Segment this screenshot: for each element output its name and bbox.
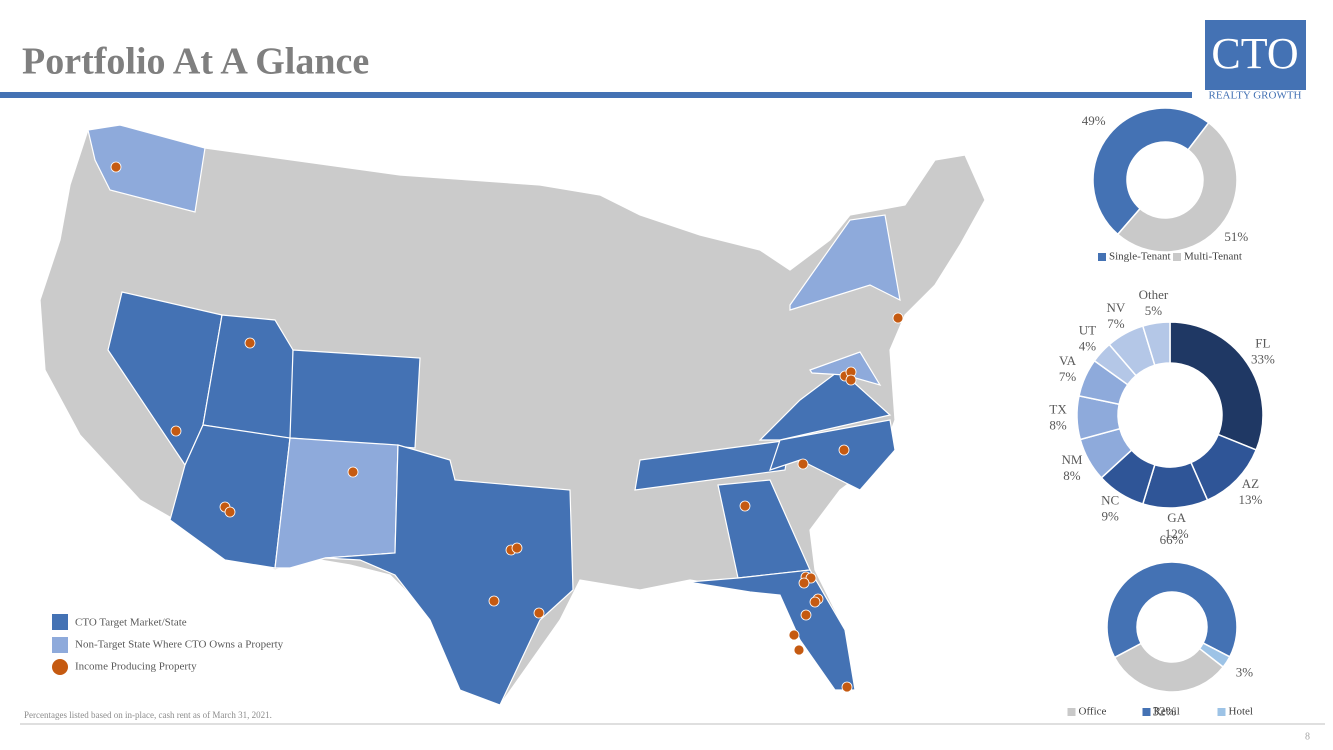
legend-swatch xyxy=(52,614,68,630)
segment-label: 33% xyxy=(1251,351,1275,366)
page-number: 8 xyxy=(1305,731,1310,742)
property-marker xyxy=(845,374,857,386)
segment-label: 5% xyxy=(1145,303,1163,318)
logo-tagline: REALTY GROWTH xyxy=(1209,90,1302,102)
segment-category: Other xyxy=(1139,287,1169,302)
property-marker xyxy=(841,681,853,693)
segment-category: UT xyxy=(1079,322,1096,337)
donut-segment xyxy=(1106,561,1238,659)
property-marker xyxy=(244,337,256,349)
segment-category: NV xyxy=(1107,300,1126,315)
logo-box xyxy=(1205,20,1306,90)
legend-swatch xyxy=(1142,708,1151,716)
segment-label: 13% xyxy=(1238,492,1262,507)
segment-category: NC xyxy=(1101,493,1119,508)
footnote: Percentages listed based on in-place, ca… xyxy=(24,710,272,720)
donut-segment xyxy=(1113,642,1225,693)
us-map xyxy=(39,124,986,706)
legend-label: Multi-Tenant xyxy=(1184,251,1242,263)
segment-label: 9% xyxy=(1102,509,1120,524)
legend-swatch xyxy=(52,637,68,653)
property-marker xyxy=(892,312,904,324)
segment-label: 4% xyxy=(1079,338,1097,353)
donut-segment xyxy=(1141,321,1171,367)
donut-segment xyxy=(1198,642,1231,669)
segment-label: 12% xyxy=(1165,526,1189,541)
segment-label: 32% xyxy=(1153,704,1177,719)
property-marker xyxy=(224,506,236,518)
segment-label: 51% xyxy=(1224,229,1248,244)
state-md xyxy=(809,351,882,386)
segment-label: 7% xyxy=(1059,369,1077,384)
state-tx xyxy=(324,444,574,706)
property-marker xyxy=(488,595,500,607)
state-ny xyxy=(789,214,901,311)
property-marker xyxy=(511,542,523,554)
property-marker xyxy=(809,596,821,608)
property-marker xyxy=(170,425,182,437)
property-marker xyxy=(347,466,359,478)
map-legend-label: Income Producing Property xyxy=(75,661,197,673)
state-nm xyxy=(274,437,399,569)
segment-category: TX xyxy=(1049,401,1067,416)
legend-swatch xyxy=(1217,708,1226,716)
segment-category: VA xyxy=(1059,353,1077,368)
legend-label: Single-Tenant xyxy=(1109,251,1171,263)
donut-segment xyxy=(1169,321,1264,451)
property-markers xyxy=(110,161,904,693)
map-legend-label: Non-Target State Where CTO Owns a Proper… xyxy=(75,639,284,651)
property-marker xyxy=(739,500,751,512)
segment-label: 8% xyxy=(1049,417,1067,432)
state-va xyxy=(758,369,892,441)
property-marker xyxy=(793,644,805,656)
property-marker xyxy=(797,458,809,470)
legend-swatch xyxy=(1067,708,1076,716)
segment-label: 8% xyxy=(1063,468,1081,483)
legend-label: Hotel xyxy=(1229,706,1253,718)
property-marker xyxy=(110,161,122,173)
donut-segment xyxy=(1092,107,1210,236)
segment-category: GA xyxy=(1167,510,1186,525)
property-marker xyxy=(838,444,850,456)
legend-label: Office xyxy=(1079,706,1107,718)
property-marker xyxy=(800,609,812,621)
map-legend-label: CTO Target Market/State xyxy=(75,617,187,629)
segment-label: 7% xyxy=(1107,316,1125,331)
legend-swatch xyxy=(1098,253,1106,261)
property-marker xyxy=(533,607,545,619)
state-fl xyxy=(687,569,856,691)
legend-label: Retail xyxy=(1154,706,1180,718)
segment-category: AZ xyxy=(1242,476,1259,491)
segment-label: 49% xyxy=(1082,113,1106,128)
state-tn xyxy=(634,439,791,491)
state-co xyxy=(289,349,421,449)
property-marker xyxy=(788,629,800,641)
state-wa xyxy=(87,124,206,213)
donut-segment xyxy=(1116,121,1238,253)
state-nc xyxy=(769,419,896,491)
property-marker xyxy=(798,577,810,589)
legend-marker xyxy=(52,659,68,675)
segment-label: 3% xyxy=(1236,664,1254,679)
segment-label: 66% xyxy=(1160,532,1184,547)
logo-name: CTO xyxy=(1211,29,1298,78)
segment-category: FL xyxy=(1255,335,1270,350)
slide-title: Portfolio At A Glance xyxy=(22,41,369,83)
title-bar xyxy=(0,92,1192,98)
legend-swatch xyxy=(1173,253,1181,261)
segment-category: NM xyxy=(1061,452,1082,467)
